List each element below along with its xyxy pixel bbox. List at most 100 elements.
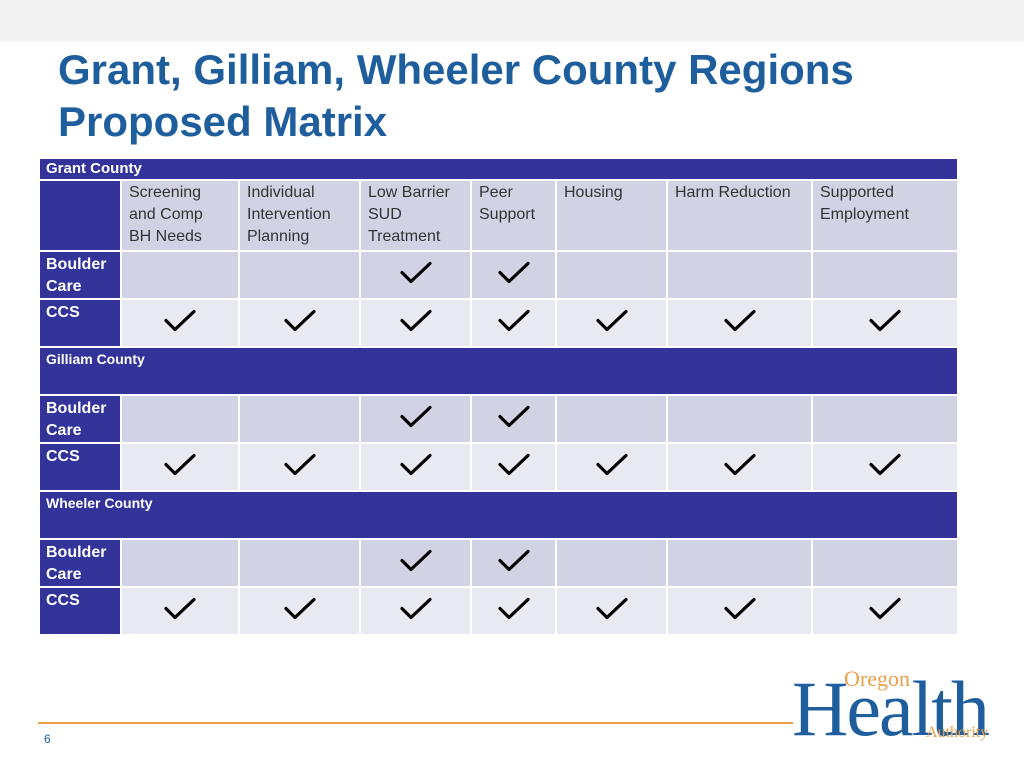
checkmark-icon [868, 308, 902, 339]
checkmark-icon [399, 596, 433, 627]
col-header-employment: Supported Employment [810, 179, 960, 252]
checkmark-icon [497, 596, 531, 627]
logo-authority-text: Authority [926, 724, 989, 741]
matrix-cell [666, 250, 813, 300]
matrix-cell [666, 538, 813, 588]
row-label: CCS [38, 586, 122, 636]
col-header-line: and Comp [129, 206, 203, 223]
footer-rule [38, 722, 793, 724]
table-row: Boulder Care [38, 394, 960, 444]
matrix-cell [359, 538, 472, 588]
checkmark-icon [595, 596, 629, 627]
col-header-line: Planning [247, 228, 310, 245]
section-banner-wheeler: Wheeler County [37, 490, 960, 540]
checkmark-icon [283, 452, 317, 483]
row-label-line: CCS [46, 592, 80, 609]
matrix-cell [810, 250, 960, 300]
matrix-table: Grant County Screening and Comp BH Needs I… [37, 157, 960, 636]
col-header-line: Employment [820, 206, 909, 223]
col-header-line: Treatment [368, 228, 441, 245]
matrix-cell [120, 298, 240, 348]
matrix-cell [238, 586, 361, 636]
row-label-line: Care [46, 278, 82, 295]
matrix-cell [470, 394, 557, 444]
header-corner [38, 179, 122, 252]
matrix-cell [359, 394, 472, 444]
col-header-line: Supported [820, 184, 894, 201]
matrix-cell [359, 586, 472, 636]
checkmark-icon [497, 308, 531, 339]
col-header-line: Peer [479, 184, 513, 201]
row-label: CCS [38, 298, 122, 348]
matrix-cell [120, 538, 240, 588]
checkmark-icon [497, 548, 531, 579]
logo-health-text: Health [792, 665, 990, 752]
checkmark-icon [868, 452, 902, 483]
matrix-cell [238, 538, 361, 588]
header-row: Screening and Comp BH Needs Individual Inte… [38, 179, 960, 252]
checkmark-icon [497, 404, 531, 435]
row-label-line: CCS [46, 304, 80, 321]
checkmark-icon [283, 596, 317, 627]
matrix-cell [470, 298, 557, 348]
matrix-cell [238, 298, 361, 348]
col-header-low-barrier: Low Barrier SUD Treatment [359, 179, 472, 252]
checkmark-icon [595, 452, 629, 483]
section-banner-grant: Grant County [37, 157, 960, 181]
matrix-cell [470, 538, 557, 588]
matrix-cell [238, 442, 361, 492]
row-label-line: Care [46, 422, 82, 439]
matrix-cell [555, 298, 668, 348]
col-header-line: SUD [368, 206, 402, 223]
checkmark-icon [399, 308, 433, 339]
table-row: CCS [38, 298, 960, 348]
matrix-cell [359, 250, 472, 300]
matrix-cell [238, 250, 361, 300]
matrix-cell [359, 298, 472, 348]
col-header-line: Low Barrier [368, 184, 450, 201]
checkmark-icon [723, 452, 757, 483]
matrix-cell [120, 586, 240, 636]
checkmark-icon [399, 452, 433, 483]
row-label: Boulder Care [38, 250, 122, 300]
matrix-cell [470, 442, 557, 492]
col-header-line: Individual [247, 184, 315, 201]
matrix-cell [810, 586, 960, 636]
col-header-line: Screening [129, 184, 202, 201]
table-row: CCS [38, 586, 960, 636]
table-row: Boulder Care [38, 538, 960, 588]
matrix-cell [120, 394, 240, 444]
checkmark-icon [163, 596, 197, 627]
row-label: Boulder Care [38, 538, 122, 588]
col-header-line: BH Needs [129, 228, 202, 245]
col-header-line: Intervention [247, 206, 331, 223]
matrix-cell [810, 538, 960, 588]
checkmark-icon [399, 260, 433, 291]
matrix-cell [470, 250, 557, 300]
checkmark-icon [497, 260, 531, 291]
checkmark-icon [399, 404, 433, 435]
matrix-cell [470, 586, 557, 636]
matrix-cell [666, 586, 813, 636]
col-header-line: Support [479, 206, 536, 223]
matrix-cell [810, 442, 960, 492]
checkmark-icon [163, 308, 197, 339]
checkmark-icon [283, 308, 317, 339]
matrix-cell [120, 250, 240, 300]
section-banner-gilliam: Gilliam County [37, 346, 960, 396]
checkmark-icon [399, 548, 433, 579]
title-line-2: Proposed Matrix [58, 98, 388, 145]
checkmark-icon [723, 308, 757, 339]
matrix-cell [666, 442, 813, 492]
col-header-harm-reduction: Harm Reduction [666, 179, 813, 252]
title-line-1: Grant, Gilliam, Wheeler County Regions [58, 46, 854, 93]
matrix-cell [555, 538, 668, 588]
matrix-cell [810, 394, 960, 444]
matrix-cell [359, 442, 472, 492]
col-header-peer: Peer Support [470, 179, 557, 252]
matrix-cell [810, 298, 960, 348]
row-label-line: Boulder [46, 400, 107, 417]
col-header-housing: Housing [555, 179, 668, 252]
checkmark-icon [868, 596, 902, 627]
checkmark-icon [163, 452, 197, 483]
